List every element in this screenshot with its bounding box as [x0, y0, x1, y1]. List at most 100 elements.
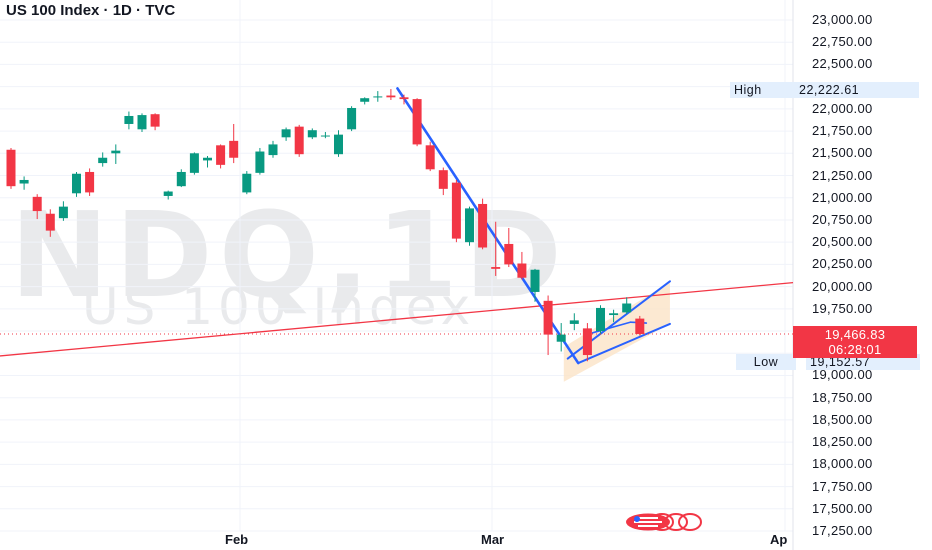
- candle-body: [255, 151, 265, 173]
- price-tick-label: 18,000.00: [812, 456, 873, 472]
- candle: [635, 315, 645, 336]
- candle-body: [334, 134, 343, 155]
- candle: [334, 130, 343, 157]
- candle-body: [137, 115, 147, 130]
- candle: [268, 140, 278, 158]
- candle: [569, 313, 579, 331]
- time-tick-apr: Ap: [770, 532, 788, 547]
- candle: [543, 295, 553, 356]
- candle: [176, 169, 186, 188]
- price-tick-label: 20,250.00: [812, 256, 873, 272]
- candle: [478, 198, 488, 250]
- candle-body: [320, 135, 330, 137]
- candle: [412, 98, 422, 147]
- candle-body: [281, 129, 291, 138]
- price-tick-label: 17,500.00: [812, 500, 873, 516]
- candle-body: [504, 243, 514, 265]
- candle-body: [517, 263, 527, 278]
- price-tick-label: 22,750.00: [812, 34, 873, 50]
- last-price-value: 19,466.83: [824, 326, 886, 342]
- candle: [609, 309, 619, 323]
- candle-body: [543, 300, 553, 335]
- time-tick-feb: Feb: [225, 532, 249, 547]
- candle-body: [216, 145, 226, 165]
- candle: [163, 190, 173, 200]
- candle-body: [451, 182, 461, 239]
- high-value-tag: 22,222.61: [795, 82, 919, 98]
- price-tick-label: 20,500.00: [812, 234, 873, 250]
- candle: [229, 123, 239, 164]
- candle-body: [98, 157, 108, 164]
- candle: [124, 111, 134, 130]
- candle: [6, 147, 16, 189]
- time-tick-mar: Mar: [481, 532, 505, 547]
- low-value-tag: 19,152.57: [806, 354, 920, 370]
- chart-grid: [0, 0, 794, 550]
- candle: [530, 268, 540, 302]
- candle: [72, 171, 81, 197]
- price-tick-label: 17,250.00: [812, 523, 873, 538]
- candle: [150, 113, 160, 131]
- candle-body: [360, 98, 370, 102]
- price-tick-label: 17,750.00: [812, 478, 873, 494]
- candle: [622, 297, 632, 315]
- candle-body: [569, 320, 579, 324]
- candle: [255, 147, 265, 175]
- candle-body: [412, 99, 422, 145]
- candle-body: [635, 318, 645, 334]
- candle: [517, 251, 527, 280]
- candle-body: [85, 171, 95, 193]
- candle-body: [425, 145, 435, 170]
- candle: [347, 106, 357, 132]
- candle-body: [150, 114, 160, 127]
- price-tick-label: 21,000.00: [812, 189, 873, 205]
- price-tick-label: 18,750.00: [812, 389, 873, 405]
- candle: [465, 206, 474, 246]
- candle-body: [347, 107, 357, 130]
- price-tick-label: 22,000.00: [812, 100, 873, 116]
- candle: [216, 144, 226, 169]
- candle-body: [465, 208, 474, 243]
- candle: [242, 171, 252, 195]
- candle: [556, 323, 566, 352]
- candle-body: [556, 334, 566, 342]
- candle-body: [19, 179, 29, 184]
- high-label: High: [730, 82, 796, 98]
- bar-countdown: 06:28:01: [828, 341, 882, 357]
- candle: [360, 97, 370, 105]
- candle-body: [189, 153, 199, 173]
- candle-body: [111, 150, 121, 154]
- candle: [137, 113, 147, 132]
- chart-drawings: [0, 87, 794, 382]
- candle-body: [438, 170, 448, 189]
- candle-body: [530, 269, 540, 292]
- candle: [425, 141, 435, 172]
- candle: [294, 124, 304, 157]
- candle-body: [32, 196, 42, 212]
- price-tick-label: 19,000.00: [812, 367, 873, 383]
- price-tick-label: 21,750.00: [812, 123, 873, 139]
- flag-logo-icon: [626, 513, 702, 531]
- candle-body: [491, 267, 501, 269]
- candle: [203, 155, 212, 168]
- candle-body: [229, 140, 239, 158]
- price-tick-label: 19,750.00: [812, 300, 873, 316]
- price-tick-label: 23,000.00: [812, 12, 873, 27]
- candle-body: [596, 307, 605, 332]
- candle: [320, 131, 330, 139]
- candles-layer: [6, 89, 645, 362]
- candle: [19, 176, 29, 190]
- chart-title[interactable]: US 100 Index · 1D · TVC: [6, 2, 176, 19]
- candle: [504, 227, 514, 268]
- candle-body: [203, 157, 212, 161]
- candle-body: [622, 303, 632, 313]
- price-tick-label: 20,000.00: [812, 278, 873, 294]
- candle: [32, 194, 42, 220]
- candle-body: [609, 313, 619, 316]
- candle: [45, 209, 55, 237]
- candle: [399, 94, 409, 105]
- candle: [582, 323, 592, 362]
- candle-body: [478, 203, 488, 248]
